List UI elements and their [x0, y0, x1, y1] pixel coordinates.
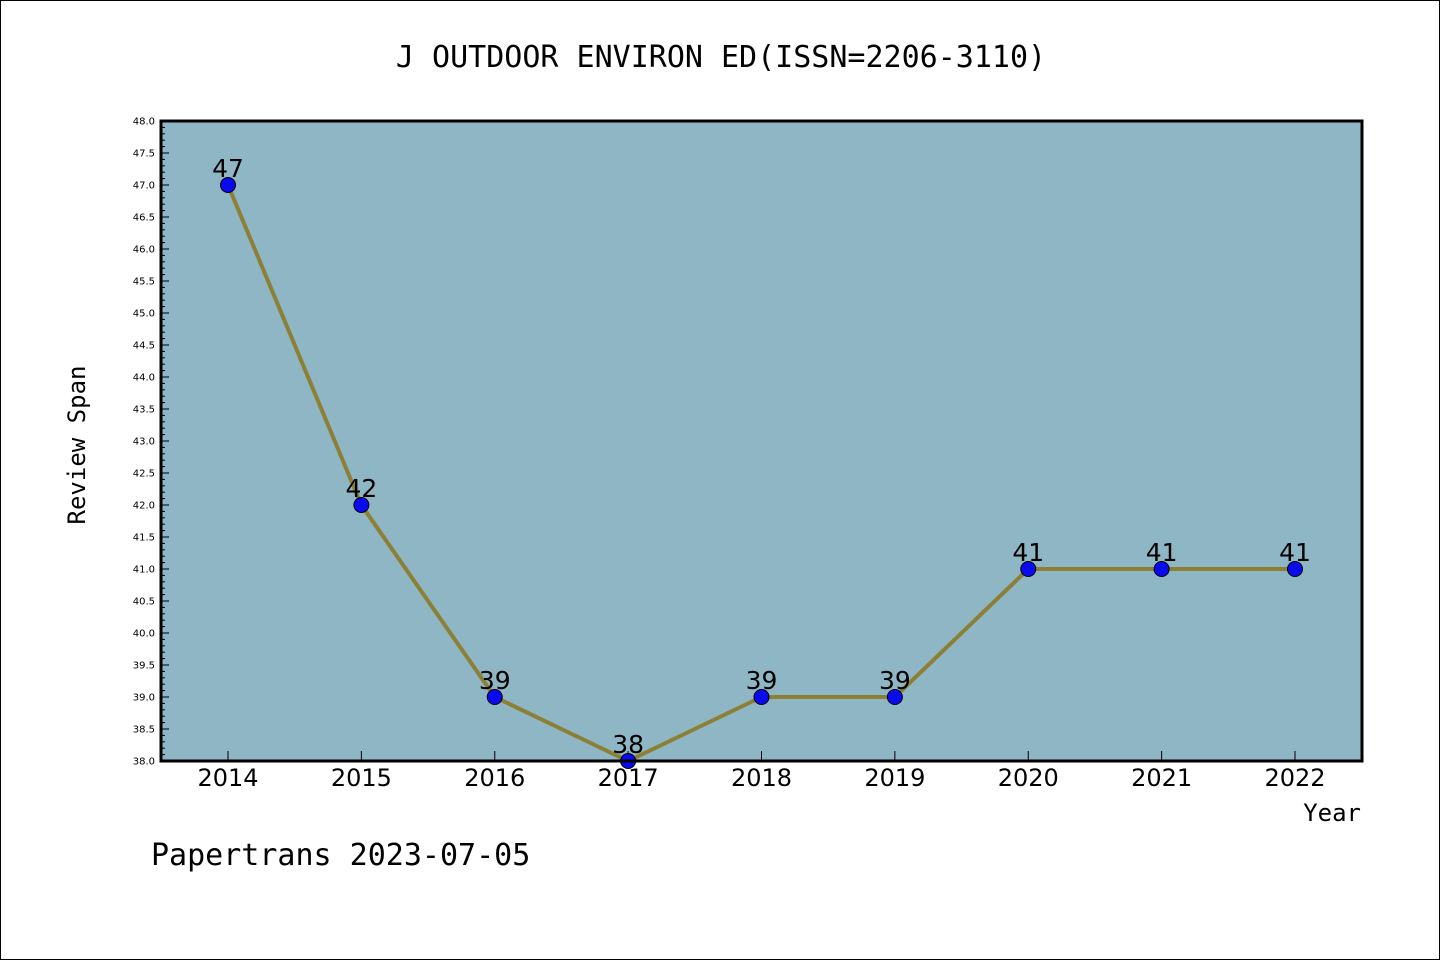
- x-axis-title: Year: [1303, 799, 1361, 827]
- data-label: 41: [1012, 538, 1044, 567]
- y-tick-label: 40.0: [133, 629, 155, 640]
- y-tick-label: 42.5: [133, 469, 155, 480]
- y-tick-label: 43.5: [133, 405, 155, 416]
- y-tick-label: 45.0: [133, 309, 155, 320]
- data-point: [886, 689, 903, 705]
- x-tick-label: 2021: [1131, 764, 1192, 792]
- y-tick-label: 48.0: [133, 117, 155, 128]
- y-axis-title: Review Span: [63, 366, 91, 525]
- data-label: 39: [746, 666, 778, 695]
- x-tick-label: 2014: [197, 764, 258, 792]
- y-tick-label: 42.0: [133, 501, 155, 512]
- plot-area: [161, 121, 1362, 761]
- y-tick-label: 47.0: [133, 181, 155, 192]
- data-point: [1287, 561, 1303, 577]
- data-label: 42: [345, 474, 377, 503]
- data-point: [353, 497, 370, 513]
- data-point: [1153, 561, 1170, 577]
- y-tick-label: 41.0: [133, 565, 155, 576]
- y-tick-label: 38.0: [133, 757, 155, 768]
- y-tick-label: 38.5: [133, 725, 155, 736]
- y-tick-label: 45.5: [133, 277, 155, 288]
- x-axis: 2014 2015 2016 2017 2018 2019 2020 2021 2022: [197, 751, 1326, 792]
- y-tick-label: 44.5: [133, 341, 155, 352]
- x-tick-label: 2018: [731, 764, 792, 792]
- plot-border: [159, 119, 1364, 763]
- x-tick-label: 2022: [1264, 764, 1325, 792]
- data-label: 39: [479, 666, 511, 695]
- y-tick-label: 43.0: [133, 437, 155, 448]
- x-tick-label: 2015: [331, 764, 392, 792]
- y-tick-label: 40.5: [133, 597, 155, 608]
- data-point: [753, 689, 770, 705]
- data-labels: 47 42 39 38 39 39 41 41 41: [212, 154, 1311, 759]
- y-tick-label: 39.0: [133, 693, 155, 704]
- data-point: [220, 177, 236, 193]
- y-tick-label: 44.0: [133, 373, 155, 384]
- data-label: 41: [1279, 538, 1311, 567]
- data-label: 39: [879, 666, 911, 695]
- y-tick-label: 46.5: [133, 213, 155, 224]
- data-point: [1020, 561, 1037, 577]
- x-tick-label: 2016: [464, 764, 525, 792]
- y-tick-label: 39.5: [133, 661, 155, 672]
- data-point: [486, 689, 503, 705]
- data-label: 41: [1146, 538, 1178, 567]
- series-line-group: [220, 177, 1303, 769]
- chart-title: J OUTDOOR ENVIRON ED(ISSN=2206-3110): [396, 40, 1046, 75]
- data-label: 47: [212, 154, 244, 183]
- x-tick-label: 2020: [998, 764, 1059, 792]
- data-label: 38: [612, 730, 644, 759]
- y-tick-label: 46.0: [133, 245, 155, 256]
- footer-credit: Papertrans 2023-07-05: [151, 838, 530, 873]
- y-tick-label: 41.5: [133, 533, 155, 544]
- y-tick-label: 47.5: [133, 149, 155, 160]
- x-tick-label: 2019: [864, 764, 925, 792]
